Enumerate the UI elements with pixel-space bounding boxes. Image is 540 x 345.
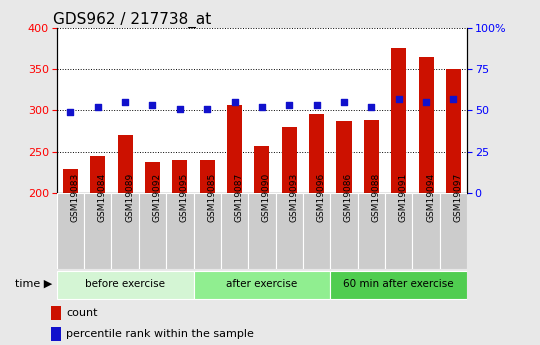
Text: before exercise: before exercise bbox=[85, 279, 165, 289]
Bar bbox=[193, 193, 221, 269]
Point bbox=[66, 109, 75, 115]
Bar bbox=[227, 105, 242, 193]
Point bbox=[340, 99, 348, 105]
Bar bbox=[391, 48, 406, 193]
Text: GSM19086: GSM19086 bbox=[344, 172, 353, 221]
Text: after exercise: after exercise bbox=[226, 279, 298, 289]
Bar bbox=[330, 193, 357, 269]
Text: GSM19090: GSM19090 bbox=[262, 172, 271, 221]
Point bbox=[203, 106, 212, 111]
Bar bbox=[254, 146, 269, 193]
Point bbox=[258, 104, 266, 110]
Point bbox=[394, 96, 403, 101]
Text: GSM19093: GSM19093 bbox=[289, 172, 298, 221]
Bar bbox=[145, 162, 160, 193]
Text: GSM19089: GSM19089 bbox=[125, 172, 134, 221]
Text: GSM19092: GSM19092 bbox=[152, 172, 161, 221]
Bar bbox=[139, 193, 166, 269]
Text: GSM19084: GSM19084 bbox=[98, 172, 107, 221]
Bar bbox=[275, 193, 303, 269]
Bar bbox=[118, 135, 133, 193]
Bar bbox=[282, 127, 297, 193]
Bar bbox=[51, 306, 62, 320]
Bar bbox=[90, 156, 105, 193]
Bar bbox=[193, 270, 330, 298]
Bar bbox=[418, 57, 434, 193]
Text: 60 min after exercise: 60 min after exercise bbox=[343, 279, 454, 289]
Text: count: count bbox=[66, 308, 98, 318]
Text: GSM19085: GSM19085 bbox=[207, 172, 216, 221]
Bar bbox=[336, 121, 352, 193]
Bar bbox=[357, 193, 385, 269]
Bar bbox=[446, 69, 461, 193]
Text: GSM19091: GSM19091 bbox=[399, 172, 408, 221]
Bar bbox=[413, 193, 440, 269]
Point bbox=[422, 99, 430, 105]
Point bbox=[148, 103, 157, 108]
Text: GSM19097: GSM19097 bbox=[454, 172, 462, 221]
Bar bbox=[364, 119, 379, 193]
Bar bbox=[166, 193, 193, 269]
Bar bbox=[172, 160, 187, 193]
Text: GSM19088: GSM19088 bbox=[372, 172, 380, 221]
Bar bbox=[440, 193, 467, 269]
Text: percentile rank within the sample: percentile rank within the sample bbox=[66, 329, 254, 339]
Bar bbox=[51, 327, 62, 342]
Point bbox=[449, 96, 458, 101]
Bar bbox=[309, 114, 324, 193]
Bar bbox=[330, 270, 467, 298]
Point bbox=[312, 103, 321, 108]
Point bbox=[285, 103, 294, 108]
Bar bbox=[248, 193, 275, 269]
Point bbox=[93, 104, 102, 110]
Bar bbox=[221, 193, 248, 269]
Bar bbox=[200, 160, 215, 193]
Text: GSM19094: GSM19094 bbox=[426, 172, 435, 221]
Point bbox=[230, 99, 239, 105]
Text: GDS962 / 217738_at: GDS962 / 217738_at bbox=[52, 11, 211, 28]
Text: GSM19096: GSM19096 bbox=[316, 172, 326, 221]
Bar bbox=[111, 193, 139, 269]
Text: GSM19095: GSM19095 bbox=[180, 172, 189, 221]
Bar bbox=[63, 169, 78, 193]
Bar bbox=[385, 193, 413, 269]
Point bbox=[367, 104, 376, 110]
Point bbox=[176, 106, 184, 111]
Text: time ▶: time ▶ bbox=[15, 279, 52, 289]
Point bbox=[121, 99, 130, 105]
Bar bbox=[303, 193, 330, 269]
Text: GSM19083: GSM19083 bbox=[70, 172, 79, 221]
Text: GSM19087: GSM19087 bbox=[234, 172, 244, 221]
Bar bbox=[57, 193, 84, 269]
Bar bbox=[57, 270, 193, 298]
Bar bbox=[84, 193, 111, 269]
